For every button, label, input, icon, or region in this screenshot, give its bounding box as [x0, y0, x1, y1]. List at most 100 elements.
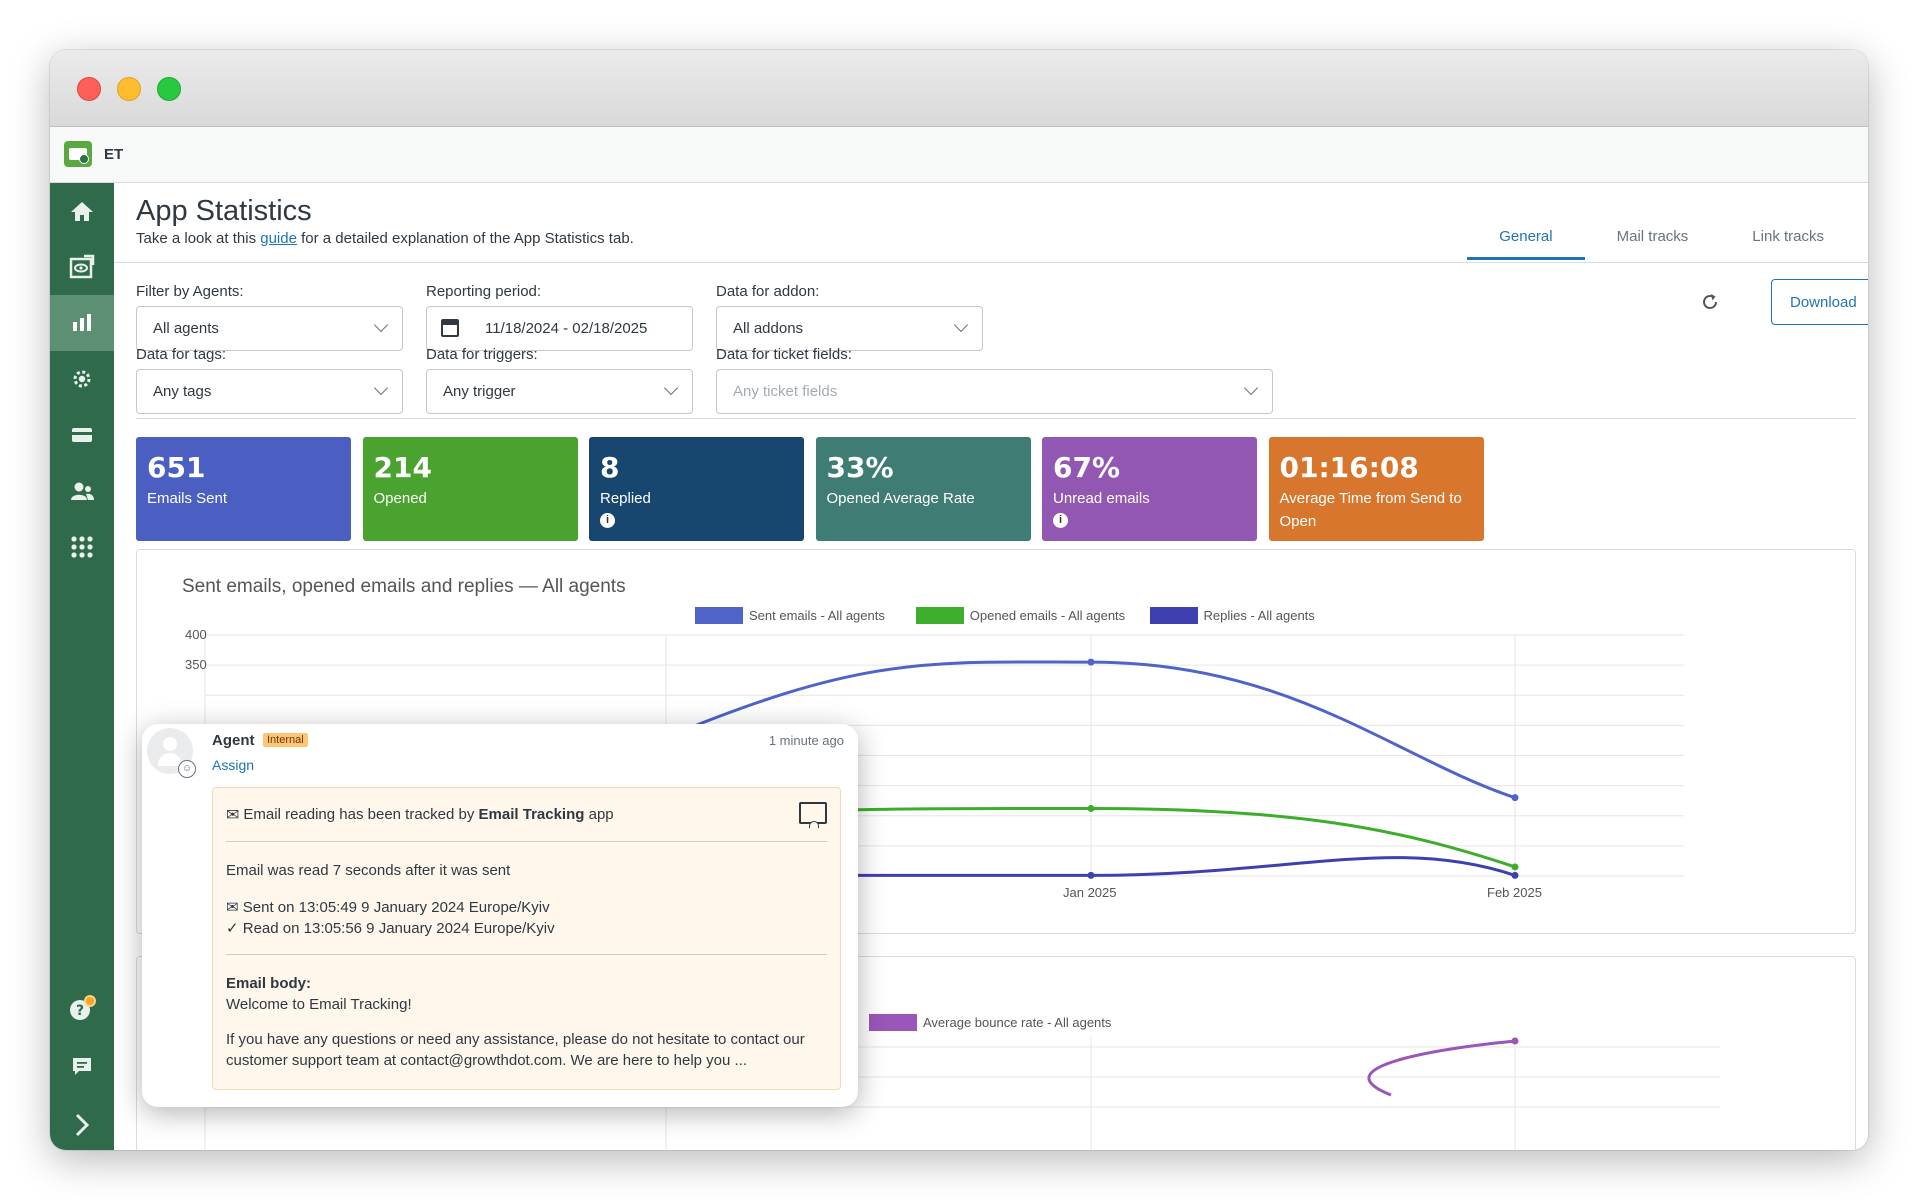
app-header-bar: ET [50, 127, 1868, 183]
email-body-line: If you have any questions or need any as… [226, 1031, 805, 1069]
stat-card: 214 Opened [362, 437, 578, 541]
read-after-text: Email was read 7 seconds after it was se… [226, 862, 511, 879]
internal-badge: Internal [263, 733, 308, 747]
read-on-line: ✓ Read on 13:05:56 9 January 2024 Europe… [226, 918, 827, 939]
minimize-window-button[interactable] [117, 77, 141, 101]
data-point[interactable] [1087, 658, 1095, 666]
apps-grid-icon[interactable] [50, 519, 114, 575]
settings-gear-icon[interactable] [50, 351, 114, 407]
guide-link[interactable]: guide [260, 230, 297, 247]
stat-value: 214 [373, 451, 432, 484]
ticket-event-popup: ☺ Agent Internal Assign 1 minute ago ✉ E… [142, 724, 858, 1107]
chevron-down-icon [953, 317, 969, 333]
stat-card: 33% Opened Average Rate [815, 437, 1031, 541]
period-date-picker[interactable]: 11/18/2024 - 02/18/2025 [426, 306, 693, 351]
addon-filter-value: All addons [733, 320, 804, 337]
data-point[interactable] [1087, 871, 1095, 879]
app-tab-label[interactable]: ET [104, 146, 124, 163]
envelope-icon: ✉ [226, 806, 240, 824]
chevron-down-icon [663, 380, 679, 396]
legend-item: Replies - All agents [1149, 607, 1315, 624]
refresh-icon[interactable] [1700, 292, 1720, 318]
data-point[interactable] [1511, 794, 1519, 802]
chart-title: Sent emails, opened emails and replies —… [182, 576, 626, 597]
tags-filter-value: Any tags [153, 383, 212, 400]
stat-value: 67% [1053, 451, 1121, 484]
chat-icon[interactable] [50, 1039, 114, 1095]
legend-item: Opened emails - All agents [915, 607, 1125, 624]
help-icon[interactable]: ? [50, 981, 114, 1037]
sidebar: ? [50, 183, 114, 1150]
data-point[interactable] [1511, 871, 1519, 879]
statistics-chart-icon[interactable] [50, 295, 114, 351]
stat-label: Opened [373, 490, 427, 507]
legend-label: Sent emails - All agents [749, 608, 885, 623]
triggers-filter-label: Data for triggers: [426, 346, 538, 363]
stat-label: Unread emails [1053, 490, 1150, 507]
stat-label: Emails Sent [147, 490, 228, 507]
sent-on-line: ✉ Sent on 13:05:49 9 January 2024 Europe… [226, 897, 827, 918]
event-author: Agent [212, 732, 255, 749]
data-point[interactable] [1087, 805, 1095, 813]
period-value: 11/18/2024 - 02/18/2025 [485, 320, 648, 337]
series-line [1367, 1039, 1516, 1097]
header-divider [114, 262, 1868, 263]
checkmark-icon: ✓ [226, 920, 243, 937]
tab-mail-tracks[interactable]: Mail tracks [1616, 228, 1689, 245]
email-body-label: Email body: [226, 975, 312, 992]
legend-label: Replies - All agents [1203, 608, 1315, 623]
billing-card-icon[interactable] [50, 407, 114, 463]
addon-filter-select[interactable]: All addons [716, 306, 983, 351]
legend-swatch[interactable] [869, 1014, 917, 1031]
stat-value: 01:16:08 [1279, 451, 1419, 484]
users-icon[interactable] [50, 463, 114, 519]
stat-value: 33% [826, 451, 894, 484]
note-email-body: Email body: Welcome to Email Tracking! I… [226, 955, 827, 1071]
header-text-end: app [584, 806, 614, 823]
triggers-filter-select[interactable]: Any trigger [426, 369, 693, 414]
home-icon[interactable] [50, 183, 114, 239]
tags-filter-label: Data for tags: [136, 346, 227, 363]
monitor-icon[interactable] [799, 802, 827, 828]
stat-card: 651 Emails Sent [136, 437, 351, 541]
x-tick-label: Feb 2025 [1487, 885, 1542, 900]
stat-card: 67% Unread emails i [1042, 437, 1257, 541]
download-label: Download [1790, 293, 1857, 311]
tracking-eye-icon[interactable] [50, 239, 114, 295]
data-point[interactable] [1511, 1037, 1519, 1045]
tags-filter-select[interactable]: Any tags [136, 369, 403, 414]
calendar-icon [441, 319, 459, 337]
chevron-down-icon [1243, 380, 1259, 396]
zoom-window-button[interactable] [157, 77, 181, 101]
envelope-small-icon: ✉ [226, 899, 243, 916]
note-header: ✉ Email reading has been tracked by Emai… [226, 788, 827, 842]
stat-label: Replied [600, 490, 651, 507]
legend-item: Average bounce rate - All agents [869, 1014, 1111, 1031]
internal-note: ✉ Email reading has been tracked by Emai… [212, 787, 841, 1090]
agents-filter-label: Filter by Agents: [136, 283, 244, 300]
expand-chevron-icon[interactable] [50, 1097, 114, 1150]
avatar [147, 728, 193, 774]
agents-filter-select[interactable]: All agents [136, 306, 403, 351]
ticket-fields-placeholder: Any ticket fields [733, 383, 838, 400]
stat-card: 01:16:08 Average Time from Send to Open [1268, 437, 1484, 541]
filters-divider [136, 418, 1856, 419]
subtitle-text: Take a look at this [136, 230, 261, 247]
tab-link-tracks[interactable]: Link tracks [1752, 228, 1824, 245]
info-icon[interactable]: i [1053, 513, 1068, 528]
close-window-button[interactable] [77, 77, 101, 101]
x-tick-label: Jan 2025 [1063, 885, 1117, 900]
legend-swatch[interactable] [1149, 607, 1198, 624]
stat-value: 651 [147, 451, 206, 484]
legend-swatch[interactable] [915, 607, 964, 624]
data-point[interactable] [1511, 863, 1519, 871]
tab-general[interactable]: General [1467, 218, 1585, 260]
stat-label: Average Time from Send to Open [1279, 490, 1462, 530]
chevron-down-icon [373, 317, 389, 333]
download-button[interactable]: Download [1771, 279, 1868, 325]
legend-swatch[interactable] [695, 607, 743, 624]
ticket-fields-filter-select[interactable]: Any ticket fields [716, 369, 1273, 414]
info-icon[interactable]: i [600, 513, 615, 528]
stat-card: 8 Replied i [589, 437, 804, 541]
assign-link[interactable]: Assign [212, 757, 255, 773]
